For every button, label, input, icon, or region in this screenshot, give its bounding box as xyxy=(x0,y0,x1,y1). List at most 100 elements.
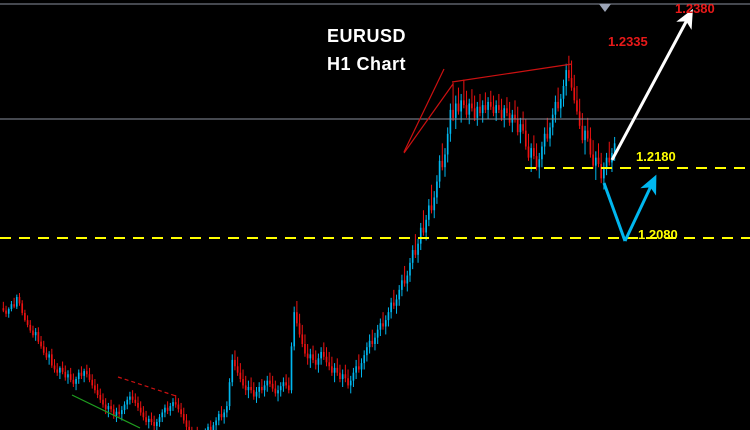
candle-body xyxy=(430,205,433,211)
candle-body xyxy=(166,407,169,411)
candle-body xyxy=(586,130,589,139)
candle-body xyxy=(61,367,64,372)
candle-body xyxy=(209,426,212,430)
candle-body xyxy=(91,379,94,386)
candle-body xyxy=(368,340,371,348)
candle-body xyxy=(172,402,174,407)
candle-body xyxy=(527,146,530,158)
candle-body xyxy=(129,396,131,400)
candle-body xyxy=(137,402,139,408)
candle-body xyxy=(239,372,242,380)
candle-body xyxy=(50,354,53,366)
candle-body xyxy=(244,385,247,391)
candle-body xyxy=(468,103,471,115)
candle-body xyxy=(231,359,234,383)
candle-body xyxy=(40,341,42,347)
candle-body xyxy=(584,130,586,141)
candle-body xyxy=(247,387,250,391)
candle-body xyxy=(53,365,56,370)
candle-body xyxy=(608,157,611,163)
candle-body xyxy=(524,130,527,147)
candle-body xyxy=(341,374,344,380)
candle-body xyxy=(317,358,320,365)
candle-body xyxy=(169,406,172,411)
candle-body xyxy=(436,181,438,198)
candle-body xyxy=(24,312,26,321)
candle-body xyxy=(592,154,594,166)
candle-body xyxy=(581,125,584,141)
candle-body xyxy=(366,347,368,356)
candle-body xyxy=(613,143,616,153)
price-label-target-high: 1.2380 xyxy=(675,1,715,16)
current-bar-marker xyxy=(599,4,611,12)
candle-body xyxy=(304,344,306,354)
candle-body xyxy=(594,157,597,166)
candle-body xyxy=(522,124,524,131)
candle-body xyxy=(371,340,374,344)
candle-body xyxy=(543,133,546,147)
rising-wedge-upper xyxy=(403,68,445,153)
candle-body xyxy=(589,138,592,155)
candle-body xyxy=(123,404,126,411)
candle-body xyxy=(34,332,37,336)
candle-body xyxy=(293,312,296,347)
candle-body xyxy=(605,157,608,168)
candle-body xyxy=(10,304,13,309)
candle-body xyxy=(180,409,182,415)
candle-body xyxy=(557,101,559,109)
candle-body xyxy=(444,154,446,168)
candle-body xyxy=(83,371,85,376)
candle-body xyxy=(428,205,430,220)
candle-body xyxy=(392,302,395,306)
candle-body xyxy=(85,371,88,375)
candle-body xyxy=(48,354,50,358)
candle-body xyxy=(177,404,180,410)
candle-body xyxy=(441,160,444,168)
candle-body xyxy=(75,379,77,384)
candle-body xyxy=(568,70,570,79)
candle-body xyxy=(376,329,379,338)
candle-body xyxy=(463,100,465,106)
candle-body xyxy=(357,366,360,370)
candle-body xyxy=(473,108,476,118)
candle-body xyxy=(131,396,134,400)
candle-body xyxy=(182,414,185,421)
candle-body xyxy=(18,297,21,304)
candle-body xyxy=(562,86,565,99)
candle-body xyxy=(422,227,425,233)
price-label-support-upper: 1.2180 xyxy=(636,149,676,164)
bullish-projection-arrow xyxy=(610,8,693,161)
candle-body xyxy=(498,105,500,110)
candle-body xyxy=(112,409,115,416)
candle-body xyxy=(69,374,72,380)
candle-body xyxy=(277,390,279,394)
candle-body xyxy=(13,304,15,307)
candle-body xyxy=(514,114,516,120)
candle-body xyxy=(471,103,473,109)
candle-body xyxy=(88,374,91,380)
candle-body xyxy=(382,323,384,327)
candle-body xyxy=(500,109,503,118)
candle-body xyxy=(156,422,158,427)
candle-body xyxy=(576,100,578,112)
candle-body xyxy=(533,148,535,157)
candle-body xyxy=(301,334,304,344)
candle-body xyxy=(355,366,357,373)
candle-body xyxy=(406,275,409,284)
candle-body xyxy=(15,297,18,307)
candle-body xyxy=(96,390,99,395)
candle-body xyxy=(559,98,562,109)
candle-body xyxy=(188,426,190,430)
candle-body xyxy=(395,299,398,306)
candle-body xyxy=(535,156,538,168)
candle-body xyxy=(328,362,331,367)
chart-subtitle: H1 Chart xyxy=(327,54,407,74)
candle-body xyxy=(236,366,239,373)
candle-body xyxy=(185,420,188,427)
candle-body xyxy=(352,372,355,381)
candle-body xyxy=(597,157,600,165)
candle-body xyxy=(506,108,508,114)
candle-body xyxy=(411,250,414,263)
candle-body xyxy=(325,356,328,363)
candle-body xyxy=(360,363,363,370)
